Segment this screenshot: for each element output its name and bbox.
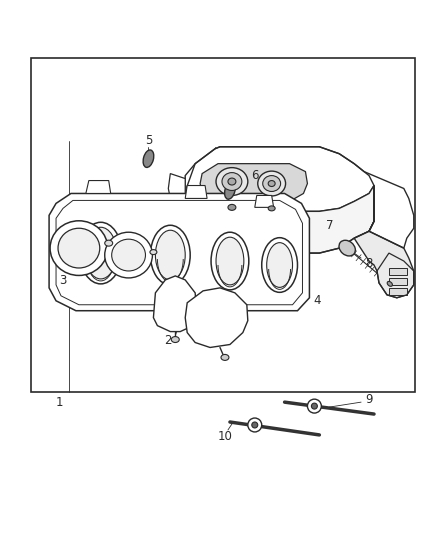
Ellipse shape [112,239,145,271]
Text: 10: 10 [218,431,233,443]
Ellipse shape [267,243,293,287]
Ellipse shape [222,173,242,190]
Ellipse shape [311,403,318,409]
Ellipse shape [248,418,262,432]
Text: 7: 7 [325,219,333,232]
Ellipse shape [105,232,152,278]
Polygon shape [354,185,414,298]
Polygon shape [200,164,307,201]
Text: 3: 3 [59,274,67,287]
Polygon shape [86,181,111,193]
Ellipse shape [85,227,117,279]
Text: 1: 1 [55,395,63,409]
Ellipse shape [150,225,190,285]
Ellipse shape [263,175,281,191]
Ellipse shape [252,422,258,428]
Text: 4: 4 [314,294,321,308]
Polygon shape [153,276,197,332]
Ellipse shape [268,206,275,211]
Ellipse shape [225,182,235,199]
Text: 6: 6 [251,169,258,182]
Ellipse shape [268,181,275,187]
Ellipse shape [262,238,297,292]
Bar [31,58,415,392]
Ellipse shape [221,354,229,360]
Ellipse shape [80,222,122,284]
Bar [389,278,407,285]
Ellipse shape [258,171,286,196]
Ellipse shape [171,336,179,343]
Ellipse shape [150,249,157,255]
Ellipse shape [387,281,392,286]
Polygon shape [185,185,374,253]
Ellipse shape [155,230,185,280]
Ellipse shape [307,399,321,413]
Ellipse shape [105,240,113,246]
Text: 9: 9 [365,393,373,406]
Ellipse shape [143,150,154,167]
Bar [389,288,407,295]
Ellipse shape [58,228,100,268]
Ellipse shape [228,178,236,185]
Bar [389,268,407,275]
Ellipse shape [216,168,248,196]
Text: 8: 8 [365,256,373,270]
Text: 5: 5 [145,134,152,147]
Polygon shape [185,185,207,198]
Ellipse shape [50,221,108,276]
Ellipse shape [228,204,236,211]
Polygon shape [49,193,309,311]
Polygon shape [255,196,274,207]
Ellipse shape [339,240,355,256]
Polygon shape [185,147,374,212]
Text: 2: 2 [165,334,172,347]
Ellipse shape [216,237,244,285]
Polygon shape [185,288,248,348]
Ellipse shape [211,232,249,290]
Polygon shape [168,174,185,198]
